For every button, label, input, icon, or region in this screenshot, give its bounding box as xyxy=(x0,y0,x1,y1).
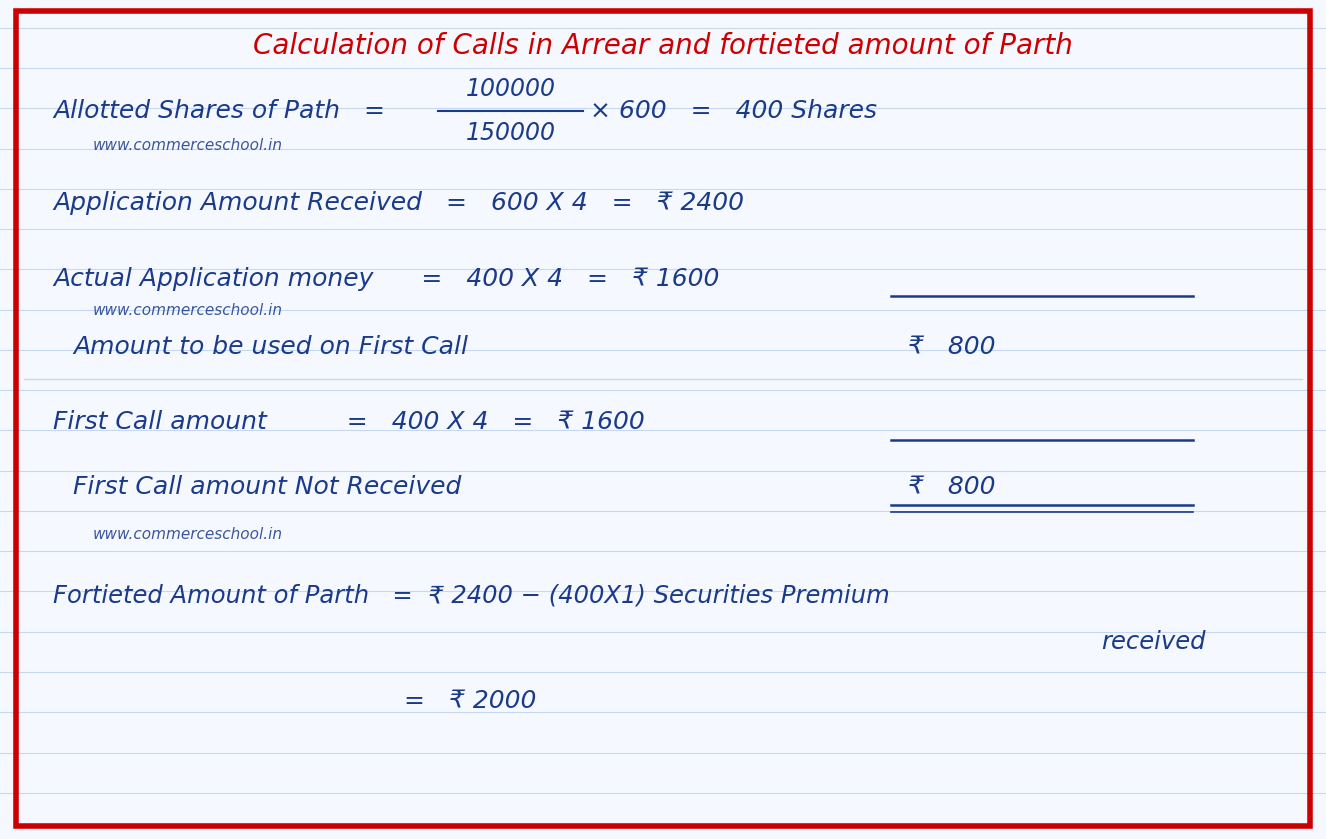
Text: Application Amount Received   =   600 X 4   =   ₹ 2400: Application Amount Received = 600 X 4 = … xyxy=(53,191,744,215)
Text: www.commerceschool.in: www.commerceschool.in xyxy=(93,303,282,318)
Text: ₹   800: ₹ 800 xyxy=(908,475,996,498)
Text: 150000: 150000 xyxy=(465,121,556,144)
Text: First Call amount Not Received: First Call amount Not Received xyxy=(73,475,461,498)
Text: www.commerceschool.in: www.commerceschool.in xyxy=(93,527,282,542)
Text: 100000: 100000 xyxy=(465,77,556,101)
Text: www.commerceschool.in: www.commerceschool.in xyxy=(93,138,282,154)
Text: First Call amount          =   400 X 4   =   ₹ 1600: First Call amount = 400 X 4 = ₹ 1600 xyxy=(53,410,644,434)
Text: Actual Application money      =   400 X 4   =   ₹ 1600: Actual Application money = 400 X 4 = ₹ 1… xyxy=(53,267,720,290)
Text: × 600   =   400 Shares: × 600 = 400 Shares xyxy=(590,99,876,122)
Text: Allotted Shares of Path   =: Allotted Shares of Path = xyxy=(53,99,385,122)
Text: ₹   800: ₹ 800 xyxy=(908,335,996,358)
Text: received: received xyxy=(1102,630,1205,654)
Text: Amount to be used on First Call: Amount to be used on First Call xyxy=(73,335,468,358)
Text: Fortieted Amount of Parth   =  ₹ 2400 − (400X1) Securities Premium: Fortieted Amount of Parth = ₹ 2400 − (40… xyxy=(53,584,890,607)
Text: Calculation of Calls in Arrear and fortieted amount of Parth: Calculation of Calls in Arrear and forti… xyxy=(253,32,1073,60)
Text: =   ₹ 2000: = ₹ 2000 xyxy=(404,689,537,712)
